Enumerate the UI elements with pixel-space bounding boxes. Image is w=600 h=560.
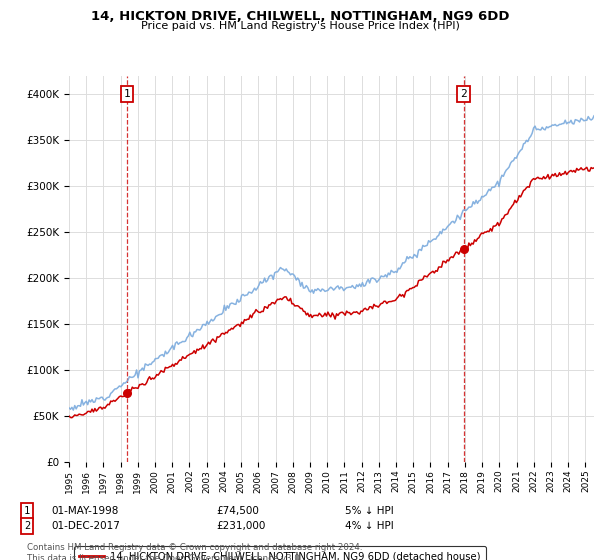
Text: 01-DEC-2017: 01-DEC-2017	[51, 521, 120, 531]
Text: Contains HM Land Registry data © Crown copyright and database right 2024.
This d: Contains HM Land Registry data © Crown c…	[27, 543, 362, 560]
Text: 2: 2	[460, 89, 467, 99]
Text: 1: 1	[24, 506, 30, 516]
Text: £231,000: £231,000	[216, 521, 265, 531]
Text: 01-MAY-1998: 01-MAY-1998	[51, 506, 118, 516]
Text: Price paid vs. HM Land Registry's House Price Index (HPI): Price paid vs. HM Land Registry's House …	[140, 21, 460, 31]
Text: 5% ↓ HPI: 5% ↓ HPI	[345, 506, 394, 516]
Text: 2: 2	[24, 521, 30, 531]
Text: £74,500: £74,500	[216, 506, 259, 516]
Text: 1: 1	[124, 89, 130, 99]
Text: 14, HICKTON DRIVE, CHILWELL, NOTTINGHAM, NG9 6DD: 14, HICKTON DRIVE, CHILWELL, NOTTINGHAM,…	[91, 10, 509, 23]
Text: 4% ↓ HPI: 4% ↓ HPI	[345, 521, 394, 531]
Legend: 14, HICKTON DRIVE, CHILWELL, NOTTINGHAM, NG9 6DD (detached house), HPI: Average : 14, HICKTON DRIVE, CHILWELL, NOTTINGHAM,…	[74, 546, 485, 560]
